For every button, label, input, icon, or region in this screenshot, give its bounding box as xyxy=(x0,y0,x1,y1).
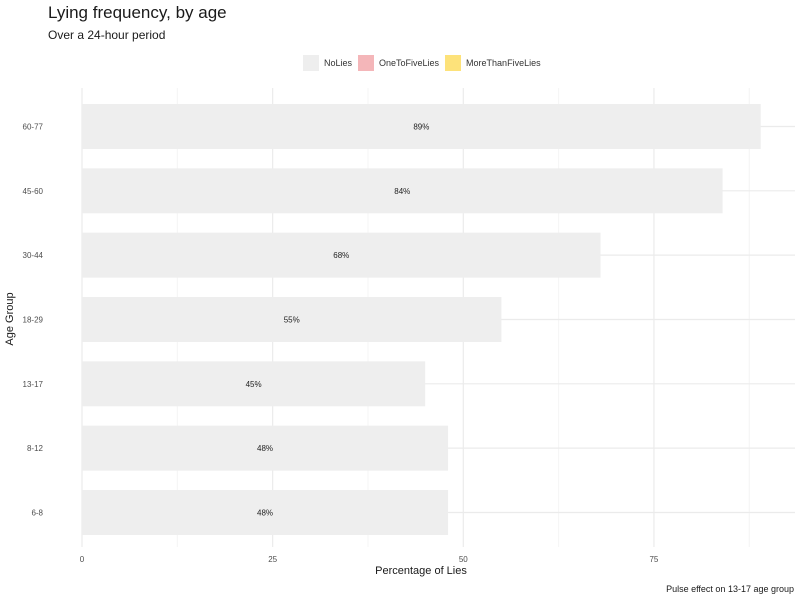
bar-30-44 xyxy=(82,232,601,278)
y-tick-label: 45-60 xyxy=(23,187,44,196)
data-label: 45% xyxy=(246,380,262,389)
legend-item-nolies: NoLies xyxy=(303,55,352,71)
chart-legend: NoLies OneToFiveLies MoreThanFiveLies xyxy=(303,54,547,72)
bar-18-29 xyxy=(82,296,502,342)
bar-45-60 xyxy=(82,168,723,214)
y-tick-label: 13-17 xyxy=(23,380,44,389)
y-axis-title: Age Group xyxy=(4,292,16,346)
y-tick-label: 6-8 xyxy=(31,508,43,517)
y-tick-label: 8-12 xyxy=(27,444,44,453)
x-axis-title: Percentage of Lies xyxy=(375,565,467,577)
x-tick-label: 75 xyxy=(649,555,658,564)
legend-label-nolies: NoLies xyxy=(324,58,353,68)
data-label: 48% xyxy=(257,508,273,517)
data-label: 84% xyxy=(394,187,410,196)
data-label: 48% xyxy=(257,444,273,453)
y-tick-label: 18-29 xyxy=(23,315,44,324)
bar-60-77 xyxy=(82,104,761,149)
bar-6-8 xyxy=(82,489,449,535)
x-tick-label: 0 xyxy=(80,555,85,564)
bar-8-12 xyxy=(82,425,449,471)
y-tick-label: 60-77 xyxy=(23,123,44,132)
legend-item-morethanfivelies: MoreThanFiveLies xyxy=(445,55,541,71)
legend-label-morethanfivelies: MoreThanFiveLies xyxy=(466,58,541,68)
legend-swatch-nolies xyxy=(303,55,319,71)
legend-swatch-morethanfivelies xyxy=(445,55,462,71)
bar-13-17 xyxy=(82,361,426,407)
legend-label-onetofivelies: OneToFiveLies xyxy=(379,58,440,68)
chart-title: Lying frequency, by age xyxy=(48,3,227,22)
chart-caption: Pulse effect on 13-17 age group xyxy=(666,584,794,594)
legend-item-onetofivelies: OneToFiveLies xyxy=(358,55,439,71)
chart-subtitle: Over a 24-hour period xyxy=(48,28,166,42)
x-tick-label: 50 xyxy=(459,555,468,564)
y-tick-label: 30-44 xyxy=(23,251,44,260)
data-label: 89% xyxy=(413,123,429,132)
data-label: 55% xyxy=(284,315,300,324)
x-tick-label: 25 xyxy=(268,555,277,564)
legend-swatch-onetofivelies xyxy=(358,55,375,71)
data-label: 68% xyxy=(333,251,349,260)
